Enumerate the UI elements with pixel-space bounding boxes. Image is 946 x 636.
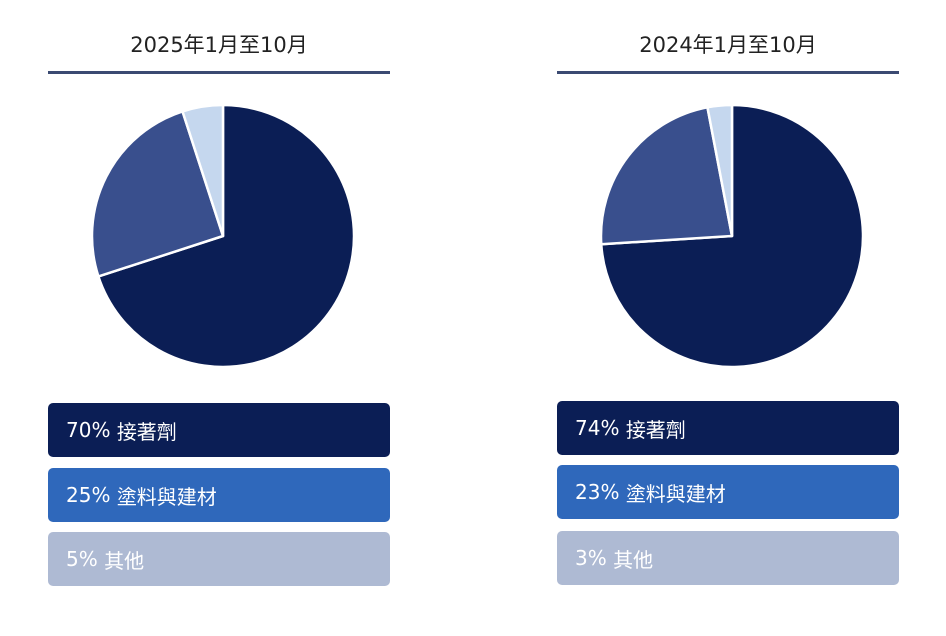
chart-title: 2024年1月至10月 [639, 33, 817, 57]
chart-panel-2024: 2024年1月至10月 74% 接著劑 23% 塗料與建材 3% 其他 [557, 0, 899, 636]
legend-item-coatings: 25% 塗料與建材 [48, 468, 390, 522]
pie-slice-1 [90, 110, 225, 278]
pie-slice-2 [181, 103, 225, 238]
legend-percent: 70% [66, 418, 111, 442]
legend-item-adhesive: 74% 接著劑 [557, 401, 899, 455]
legend-item-coatings: 23% 塗料與建材 [557, 465, 899, 519]
title-divider [48, 71, 390, 74]
legend-item-other: 5% 其他 [48, 532, 390, 586]
legend-percent: 23% [575, 480, 620, 504]
pie-chart [90, 103, 356, 369]
pie-slice-1 [599, 106, 734, 246]
chart-title: 2025年1月至10月 [130, 33, 308, 57]
legend-label: 塗料與建材 [625, 481, 726, 506]
legend-label: 接著劑 [625, 417, 686, 442]
legend-item-other: 3% 其他 [557, 531, 899, 585]
pie-slice-2 [706, 103, 734, 238]
legend-percent: 3% [575, 546, 607, 570]
legend-label: 接著劑 [116, 419, 177, 444]
legend-label: 其他 [613, 547, 654, 572]
legend-percent: 25% [66, 483, 111, 507]
legend-percent: 5% [66, 547, 98, 571]
chart-panel-2025: 2025年1月至10月 70% 接著劑 25% 塗料與建材 5% 其他 [48, 0, 390, 636]
pie-chart [599, 103, 865, 369]
legend-label: 塗料與建材 [116, 484, 217, 509]
legend-item-adhesive: 70% 接著劑 [48, 403, 390, 457]
legend-percent: 74% [575, 416, 620, 440]
pie-slice-0 [97, 103, 356, 369]
title-divider [557, 71, 899, 74]
legend-label: 其他 [104, 548, 145, 573]
